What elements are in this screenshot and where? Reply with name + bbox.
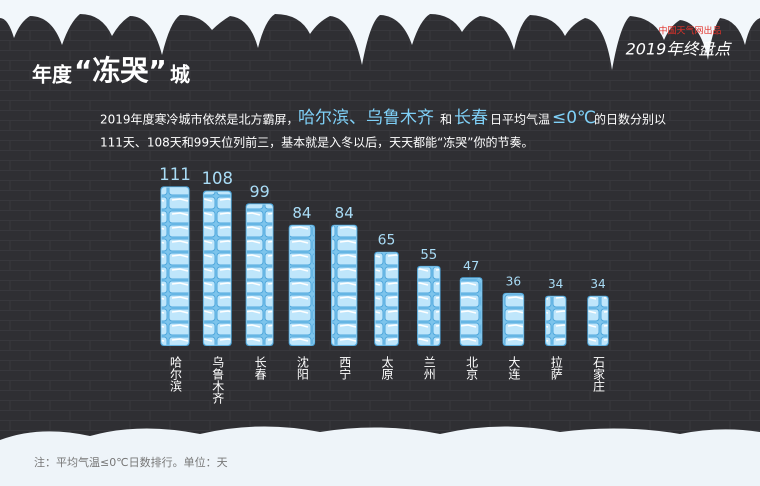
value-label: 99 bbox=[249, 182, 269, 201]
x-tick-label: 北京 bbox=[465, 356, 479, 381]
bar bbox=[331, 225, 357, 346]
subtitle-highlight: 哈尔滨、乌鲁木齐 bbox=[298, 108, 434, 128]
value-label: 55 bbox=[420, 248, 437, 263]
bar bbox=[417, 266, 440, 346]
x-tick-label: 西宁 bbox=[338, 356, 352, 380]
subtitle: 的日数分别以 bbox=[594, 112, 666, 127]
subtitle: 日平均气温 bbox=[490, 112, 550, 127]
x-tick-label: 哈尔滨 bbox=[169, 356, 183, 392]
value-label: 34 bbox=[590, 277, 605, 291]
title: 城 bbox=[170, 63, 190, 87]
x-tick-label: 拉萨 bbox=[549, 355, 563, 380]
snow bbox=[0, 426, 760, 486]
bar bbox=[161, 187, 189, 346]
title: “冻哭” bbox=[74, 54, 167, 87]
value-label: 47 bbox=[463, 259, 479, 274]
subtitle: 2019年度寒冷城市依然是北方霸屏， bbox=[100, 112, 299, 127]
bar bbox=[289, 225, 315, 346]
value-label: 84 bbox=[335, 204, 354, 222]
value-label: 34 bbox=[548, 277, 563, 291]
bar bbox=[203, 191, 231, 346]
title: 年度 bbox=[32, 63, 73, 87]
bar bbox=[503, 293, 524, 346]
value-label: 111 bbox=[159, 165, 191, 184]
bar bbox=[460, 278, 482, 346]
x-tick-label: 长春 bbox=[253, 356, 267, 381]
value-label: 84 bbox=[292, 204, 311, 222]
subtitle-highlight: 长春 bbox=[454, 108, 488, 128]
value-label: 108 bbox=[202, 169, 233, 188]
subtitle-highlight: ≤0℃ bbox=[552, 108, 596, 128]
logo-line: 2019年终盘点 bbox=[626, 40, 733, 59]
x-tick-label: 石家庄 bbox=[592, 356, 606, 393]
bar bbox=[545, 296, 566, 346]
bar bbox=[246, 204, 273, 346]
logo-line: 中国天气网出品 bbox=[658, 25, 721, 37]
x-tick-label: 乌鲁木齐 bbox=[211, 355, 225, 404]
x-tick-label: 太原 bbox=[380, 355, 394, 380]
bar bbox=[375, 252, 398, 346]
x-tick-label: 兰州 bbox=[422, 356, 436, 380]
bar bbox=[588, 296, 608, 346]
icicles bbox=[0, 0, 760, 70]
subtitle: 111天、108天和99天位列前三，基本就是入冬以后，天天都能“冻哭”你的节奏。 bbox=[100, 135, 534, 150]
note: 注：平均气温≤0℃日数排行。单位：天 bbox=[34, 455, 228, 469]
value-label: 65 bbox=[378, 233, 396, 249]
x-tick-label: 沈阳 bbox=[295, 355, 309, 380]
x-tick-label: 大连 bbox=[507, 356, 521, 381]
subtitle: 和 bbox=[440, 113, 452, 127]
value-label: 36 bbox=[506, 274, 521, 288]
